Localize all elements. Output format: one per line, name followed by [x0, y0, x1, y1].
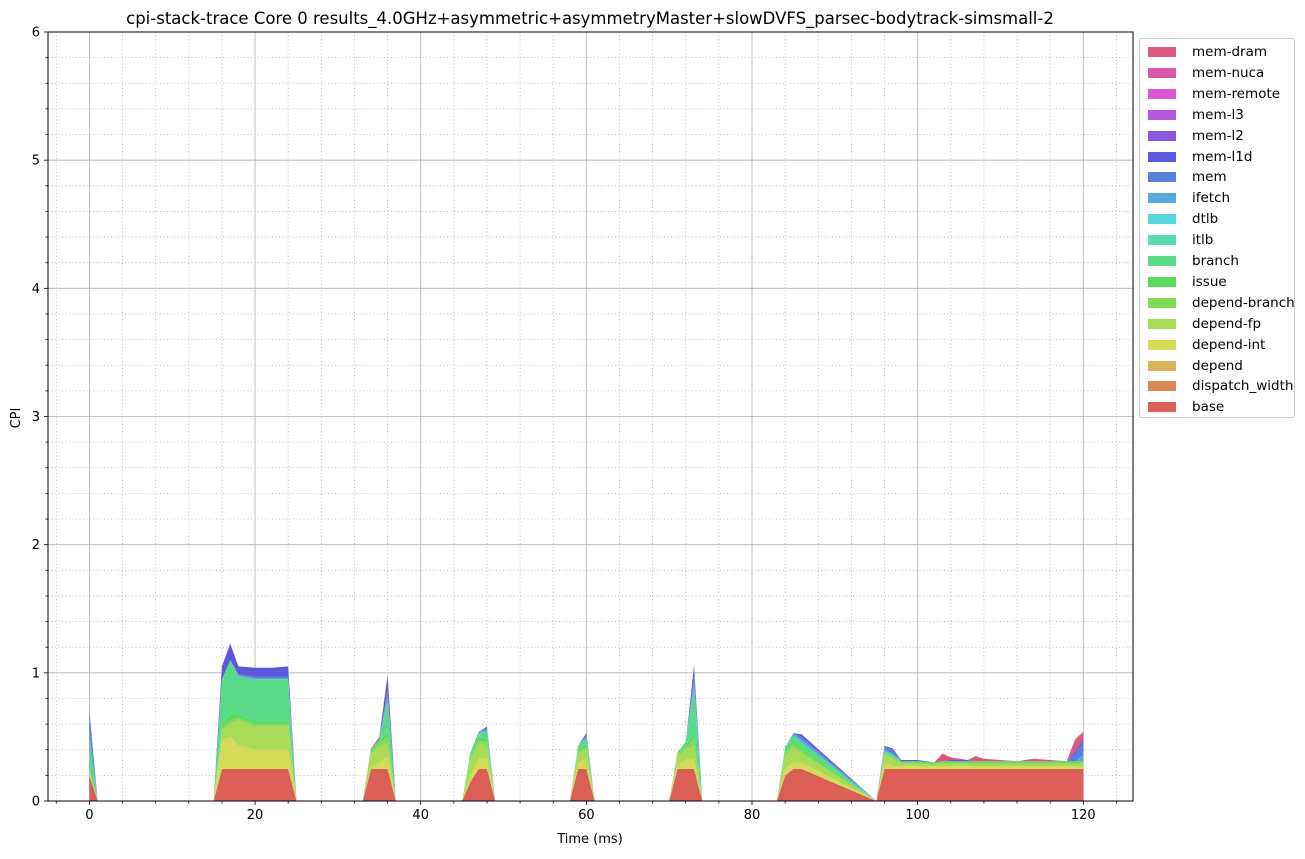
legend-item-depend: depend — [1146, 357, 1296, 377]
legend-swatch — [1148, 47, 1176, 57]
series-area-mem — [89, 660, 1084, 801]
legend-item-depend-int: depend-int — [1146, 336, 1296, 356]
legend-swatch — [1148, 130, 1176, 141]
legend-item-mem-l1d: mem-l1d — [1146, 148, 1296, 168]
y-tick-label: 6 — [32, 26, 40, 41]
legend-item-issue: issue — [1146, 273, 1296, 293]
legend-swatch — [1148, 214, 1176, 225]
legend-label: itlb — [1192, 232, 1214, 249]
legend-swatch — [1148, 402, 1176, 413]
legend-item-dispatch-width: dispatch_width — [1146, 377, 1296, 397]
x-tick-label: 40 — [412, 808, 429, 823]
legend-item-mem-remote: mem-remote — [1146, 85, 1296, 105]
legend-label: mem-nuca — [1192, 64, 1265, 81]
legend-item-dtlb: dtlb — [1146, 210, 1296, 230]
legend-item-mem-nuca: mem-nuca — [1146, 64, 1296, 84]
legend-item-base: base — [1146, 398, 1296, 418]
legend-label: mem-l3 — [1192, 106, 1244, 123]
series-area-base — [89, 768, 1084, 801]
y-tick-label: 5 — [32, 154, 40, 169]
legend-label: mem-l1d — [1192, 148, 1253, 165]
legend-label: mem — [1192, 169, 1227, 186]
legend-item-mem-l2: mem-l2 — [1146, 127, 1296, 147]
legend-swatch — [1148, 109, 1176, 120]
legend-swatch — [1148, 276, 1176, 287]
legend-item-itlb: itlb — [1146, 231, 1296, 251]
x-axis-label: Time (ms) — [556, 832, 623, 847]
legend-label: issue — [1192, 273, 1227, 290]
series-area-depend-fp — [89, 720, 1084, 801]
legend-label: dispatch_width — [1192, 378, 1294, 395]
legend-label: mem-l2 — [1192, 127, 1244, 144]
legend-swatch — [1148, 318, 1176, 329]
legend-item-ifetch: ifetch — [1146, 189, 1296, 209]
legend-swatch — [1148, 360, 1176, 371]
x-tick-label: 120 — [1071, 808, 1096, 823]
series-area-depend-int — [89, 736, 1084, 801]
legend-item-depend-branch: depend-branch — [1146, 294, 1296, 314]
legend-item-mem-dram: mem-dram — [1146, 43, 1296, 63]
legend-item-mem: mem — [1146, 168, 1296, 188]
legend-label: branch — [1192, 253, 1239, 269]
y-tick-label: 1 — [32, 666, 40, 681]
legend-item-depend-fp: depend-fp — [1146, 315, 1296, 335]
legend-label: mem-dram — [1192, 44, 1268, 60]
legend-label: base — [1192, 399, 1225, 416]
legend-swatch — [1148, 67, 1176, 78]
y-tick-label: 2 — [32, 538, 40, 553]
y-tick-label: 4 — [32, 282, 40, 297]
legend-swatch — [1148, 297, 1176, 308]
legend-label: depend — [1192, 357, 1243, 374]
legend-swatch — [1148, 88, 1176, 99]
x-tick-label: 0 — [85, 808, 93, 823]
legend-swatch — [1148, 151, 1176, 162]
chart-title: cpi-stack-trace Core 0 results_4.0GHz+as… — [126, 9, 1054, 29]
legend-swatch — [1148, 256, 1176, 266]
y-tick-label: 3 — [32, 410, 40, 425]
legend-swatch — [1148, 381, 1176, 392]
x-tick-label: 100 — [905, 808, 930, 823]
legend-label: mem-remote — [1192, 85, 1281, 102]
legend: mem-dram mem-nuca mem-remote mem-l3 mem-l2 me… — [1139, 38, 1295, 418]
legend-label: depend-int — [1192, 336, 1266, 353]
legend-item-mem-l3: mem-l3 — [1146, 106, 1296, 126]
legend-item-branch: branch — [1146, 252, 1296, 272]
legend-swatch — [1148, 339, 1176, 350]
legend-label: depend-branch — [1192, 294, 1295, 311]
legend-swatch — [1148, 235, 1176, 246]
y-tick-label: 0 — [32, 795, 40, 810]
x-tick-label: 20 — [247, 808, 264, 823]
y-axis-label: CPI — [9, 408, 24, 429]
legend-label: dtlb — [1192, 211, 1219, 228]
legend-label: ifetch — [1192, 190, 1231, 207]
legend-swatch — [1148, 172, 1176, 183]
x-tick-label: 80 — [744, 808, 761, 823]
x-tick-label: 60 — [578, 808, 595, 823]
legend-swatch — [1148, 193, 1176, 204]
legend-label: depend-fp — [1192, 315, 1262, 332]
